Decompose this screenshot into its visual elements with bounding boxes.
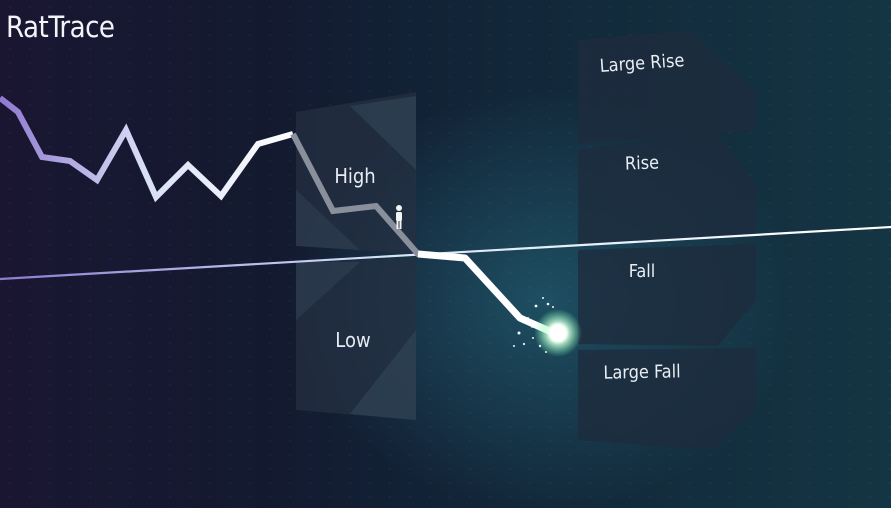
low-panel[interactable]: [296, 258, 416, 420]
zone-label-low: Low: [335, 328, 371, 352]
price-trace: [0, 95, 294, 203]
rat-player-icon: [396, 205, 402, 229]
fall-panel[interactable]: [578, 244, 756, 346]
rise-panel[interactable]: [578, 132, 756, 244]
bet-label-large-fall: Large Fall: [603, 361, 681, 384]
bet-label-fall: Fall: [628, 261, 656, 282]
app-title: RatTrace: [6, 10, 115, 44]
zone-label-high: High: [334, 164, 376, 188]
price-cursor: [549, 324, 567, 342]
price-trace-live: [417, 250, 558, 338]
large-fall-panel[interactable]: [578, 348, 756, 450]
large-rise-panel[interactable]: [578, 30, 756, 144]
